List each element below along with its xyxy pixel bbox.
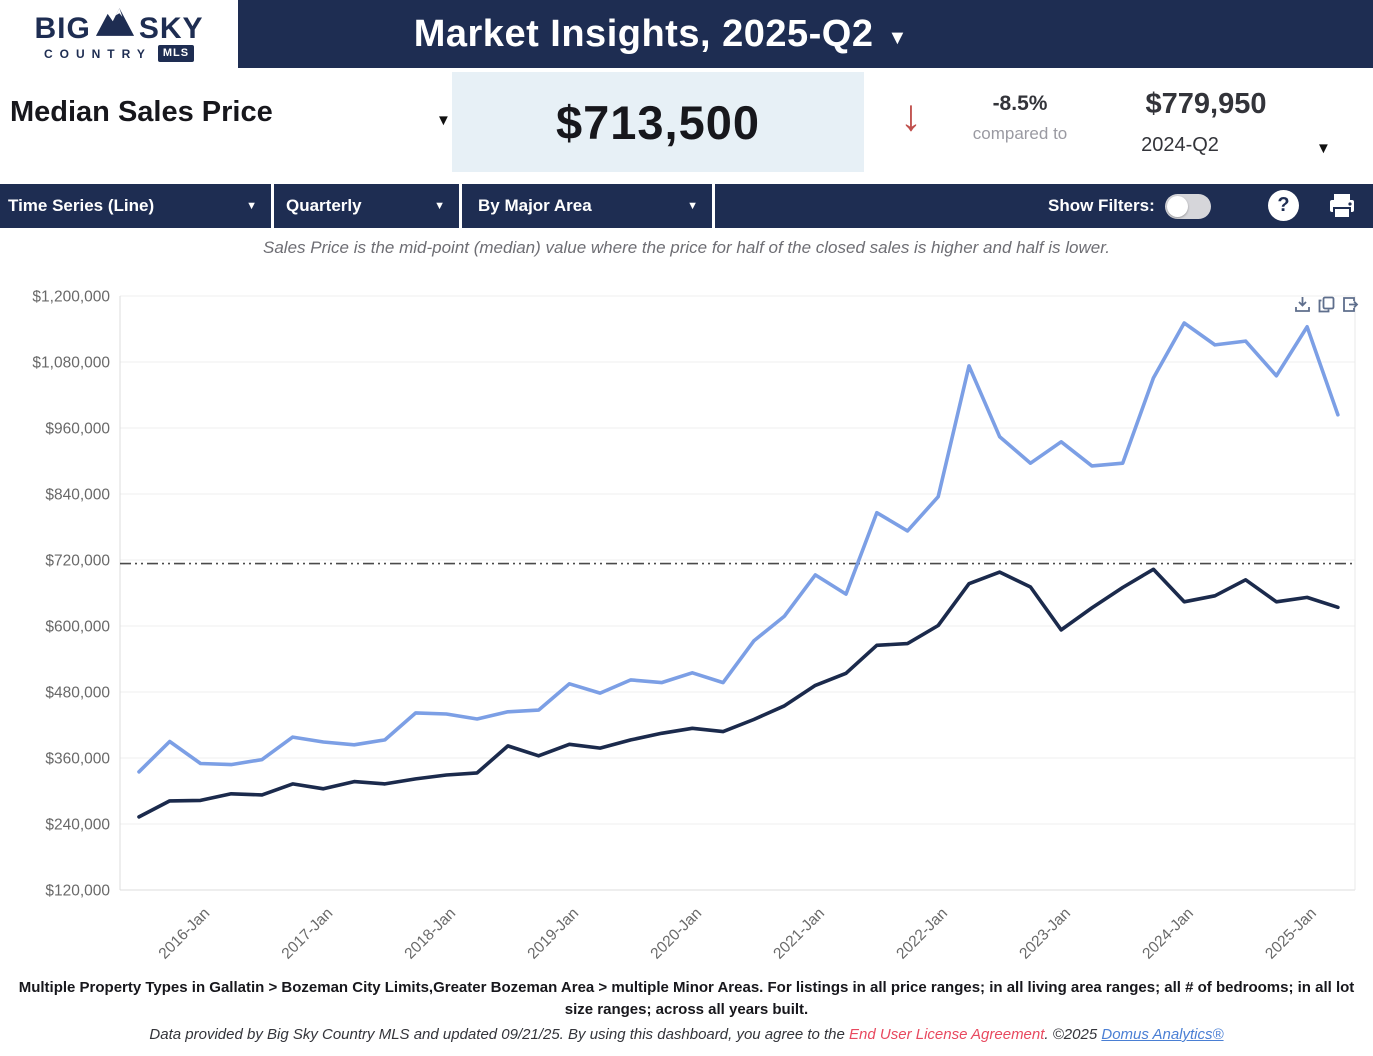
toolbar-divider xyxy=(459,184,462,228)
filter-description: Multiple Property Types in Gallatin > Bo… xyxy=(18,979,1355,1018)
export-chart-button[interactable] xyxy=(1342,296,1359,313)
chart-subtitle: Sales Price is the mid-point (median) va… xyxy=(263,238,1110,257)
help-button[interactable]: ? xyxy=(1268,190,1299,221)
y-axis-label: $720,000 xyxy=(45,553,110,570)
legal-mid: . ©2025 xyxy=(1044,1026,1102,1043)
logo-big-text: BIG xyxy=(34,12,91,45)
mls-badge: MLS xyxy=(157,45,195,62)
title-bar xyxy=(238,0,1373,68)
compared-to-label: compared to xyxy=(972,124,1068,143)
legal-line: Data provided by Big Sky Country MLS and… xyxy=(0,1026,1373,1043)
printer-icon xyxy=(1330,194,1354,219)
dashboard-title-dropdown[interactable]: Market Insights, 2025-Q2 ▼ xyxy=(238,0,1373,68)
series-line-dark-navy-area-line xyxy=(137,567,1340,819)
decrease-arrow-icon: ↓ xyxy=(900,91,922,140)
show-filters-label: Show Filters: xyxy=(1048,196,1155,215)
brand-logo: BIG SKY COUNTRY MLS xyxy=(0,0,238,68)
chevron-down-icon: ▼ xyxy=(887,26,908,49)
domus-analytics-link[interactable]: Domus Analytics® xyxy=(1101,1026,1224,1043)
export-icon xyxy=(1343,297,1359,312)
toolbar-divider xyxy=(271,184,274,228)
comparison-period-select[interactable]: 2024-Q2 xyxy=(1141,134,1219,156)
eula-link[interactable]: End User License Agreement xyxy=(849,1026,1045,1043)
comparison-value: $779,950 xyxy=(1145,88,1267,120)
y-axis-label: $840,000 xyxy=(45,487,110,504)
x-axis-label: 2023-Jan xyxy=(1016,905,1074,963)
download-icon xyxy=(1295,297,1310,312)
y-axis-label: $360,000 xyxy=(45,751,110,768)
x-axis-label: 2016-Jan xyxy=(156,905,214,963)
x-axis-label: 2021-Jan xyxy=(770,905,828,963)
y-axis-label: $1,080,000 xyxy=(32,355,110,372)
metric-select-label[interactable]: Median Sales Price xyxy=(10,96,273,128)
chart-type-dropdown[interactable]: Time Series (Line) ▼ xyxy=(8,196,257,215)
chevron-down-icon: ▼ xyxy=(246,200,257,212)
page-title: Market Insights, 2025-Q2 xyxy=(413,12,874,55)
x-axis-label: 2019-Jan xyxy=(524,905,582,963)
comparison-chevron-down-icon[interactable]: ▼ xyxy=(1316,140,1331,157)
chevron-down-icon: ▼ xyxy=(434,200,445,212)
logo-sky-text: SKY xyxy=(138,12,204,45)
metric-chevron-down-icon[interactable]: ▼ xyxy=(436,112,451,129)
big-sky-country-mls-logo: BIG SKY COUNTRY MLS xyxy=(19,6,219,62)
download-chart-button[interactable] xyxy=(1294,296,1311,313)
chart-actions xyxy=(1294,296,1359,313)
show-filters-toggle[interactable] xyxy=(1164,193,1211,219)
x-axis-label: 2024-Jan xyxy=(1139,905,1197,963)
x-axis-label: 2020-Jan xyxy=(647,905,705,963)
copy-chart-button[interactable] xyxy=(1318,296,1335,313)
y-axis-label: $120,000 xyxy=(45,883,110,900)
series-line-light-blue-area-line xyxy=(137,321,1340,774)
chevron-down-icon: ▼ xyxy=(687,200,698,212)
x-axis-label: 2018-Jan xyxy=(401,905,459,963)
toolbar-divider xyxy=(712,184,715,228)
current-value-box: $713,500 xyxy=(452,72,864,172)
y-axis-label: $960,000 xyxy=(45,421,110,438)
logo-country-text: COUNTRY xyxy=(43,46,152,61)
y-axis-label: $480,000 xyxy=(45,685,110,702)
chart-toolbar: Time Series (Line) ▼ Quarterly ▼ By Major … xyxy=(0,184,1373,228)
y-axis-label: $600,000 xyxy=(45,619,110,636)
median-sales-price-value: $713,500 xyxy=(555,95,761,149)
print-button[interactable] xyxy=(1328,192,1356,220)
x-axis-label: 2017-Jan xyxy=(279,905,337,963)
copy-icon xyxy=(1318,296,1335,313)
frequency-dropdown[interactable]: Quarterly ▼ xyxy=(286,196,445,215)
toggle-knob xyxy=(1166,195,1188,217)
y-axis-label: $240,000 xyxy=(45,817,110,834)
x-axis-label: 2022-Jan xyxy=(893,905,951,963)
legal-prefix: Data provided by Big Sky Country MLS and… xyxy=(149,1026,850,1043)
mountain-icon xyxy=(93,6,137,44)
x-axis-label: 2025-Jan xyxy=(1262,905,1320,963)
y-axis-label: $1,200,000 xyxy=(32,289,110,306)
percent-change: -8.5% xyxy=(992,92,1048,115)
grouping-dropdown[interactable]: By Major Area ▼ xyxy=(478,196,698,215)
